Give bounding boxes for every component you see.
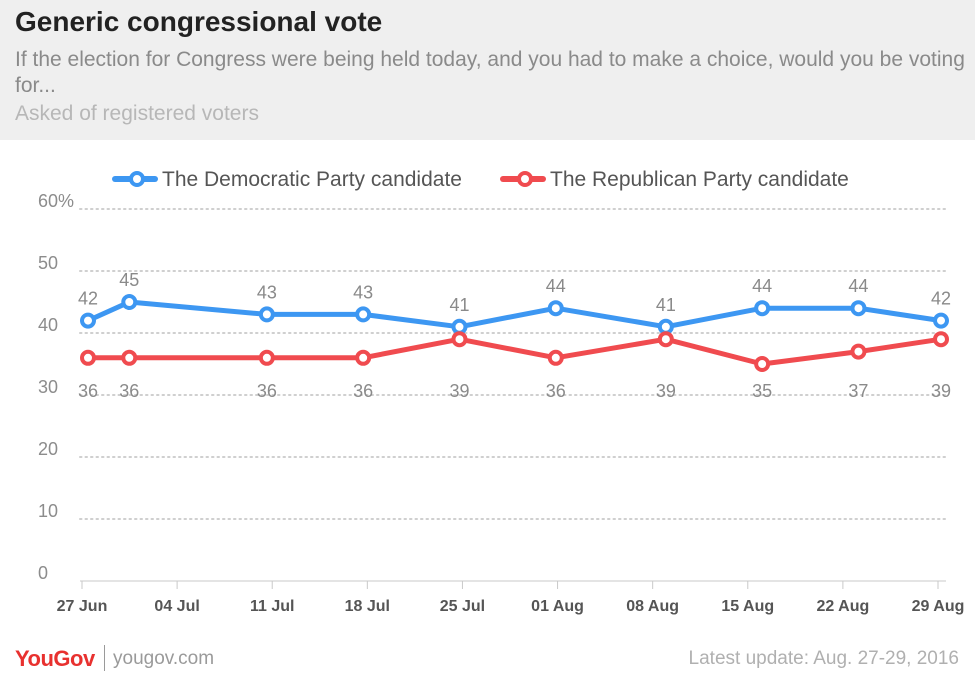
data-label: 42 — [931, 289, 951, 309]
data-label: 39 — [449, 381, 469, 401]
latest-update: Latest update: Aug. 27-29, 2016 — [688, 648, 959, 669]
data-label: 39 — [656, 381, 676, 401]
data-point — [754, 356, 771, 372]
data-label: 45 — [119, 270, 139, 290]
y-tick-label: 0 — [38, 563, 48, 583]
x-tick-label: 04 Jul — [154, 598, 199, 615]
series-line — [85, 299, 944, 330]
data-point — [258, 349, 275, 366]
data-label: 42 — [78, 289, 98, 309]
y-tick-label: 10 — [38, 501, 58, 521]
data-point — [80, 312, 96, 329]
data-point — [355, 306, 372, 323]
legend-label: The Democratic Party candidate — [162, 168, 462, 191]
data-point — [754, 300, 771, 317]
footer-divider — [104, 645, 105, 671]
data-point — [657, 331, 674, 348]
data-label: 43 — [353, 282, 373, 302]
data-point — [850, 300, 867, 317]
y-tick-label: 50 — [38, 253, 58, 273]
data-point — [657, 318, 674, 335]
data-label: 36 — [257, 381, 277, 401]
x-tick-label: 29 Aug — [912, 598, 965, 615]
data-label: 36 — [78, 381, 98, 401]
yougov-logo: YouGov — [15, 646, 95, 671]
x-tick-label: 15 Aug — [721, 598, 774, 615]
x-tick-label: 27 Jun — [57, 598, 108, 615]
data-point — [121, 294, 138, 310]
data-point — [850, 343, 867, 360]
y-tick-label: 60% — [38, 191, 74, 211]
data-label: 44 — [546, 276, 566, 296]
data-label: 35 — [752, 381, 772, 401]
data-point — [80, 349, 96, 366]
data-point — [933, 331, 949, 348]
data-label: 39 — [931, 381, 951, 401]
data-point — [451, 318, 468, 335]
data-label: 43 — [257, 282, 277, 302]
legend-marker-icon — [517, 171, 533, 187]
y-tick-label: 20 — [38, 439, 58, 459]
line-chart: 0 10 20 30 40 50 60% 27 Jun 04 Jul 11 Jul 18 Jul 25… — [38, 168, 965, 615]
data-label: 44 — [848, 276, 868, 296]
data-point — [355, 349, 372, 366]
data-point — [121, 349, 138, 366]
legend-label: The Republican Party candidate — [550, 168, 849, 191]
data-label: 41 — [656, 295, 676, 315]
x-tick-label: 01 Aug — [531, 598, 584, 615]
series-line — [85, 336, 944, 367]
x-tick-label: 08 Aug — [626, 598, 679, 615]
x-tick-label: 11 Jul — [250, 598, 294, 615]
data-point — [933, 312, 949, 329]
data-label: 44 — [752, 276, 772, 296]
x-tick-label: 18 Jul — [345, 598, 390, 615]
chart-note: Asked of registered voters — [15, 102, 259, 125]
data-point — [258, 306, 275, 323]
data-label: 36 — [546, 381, 566, 401]
data-point — [451, 331, 468, 348]
chart-title: Generic congressional vote — [15, 6, 383, 37]
chart-header: Generic congressional vote If the electi… — [0, 0, 975, 140]
chart-subtitle: If the election for Congress were being … — [15, 48, 965, 97]
data-point — [547, 349, 564, 366]
legend-marker-icon — [129, 171, 145, 187]
data-label: 36 — [353, 381, 373, 401]
data-label: 41 — [449, 295, 469, 315]
y-tick-label: 30 — [38, 377, 58, 397]
x-tick-label: 25 Jul — [440, 598, 485, 615]
x-tick-label: 22 Aug — [817, 598, 870, 615]
y-tick-label: 40 — [38, 315, 58, 335]
data-label: 37 — [848, 381, 868, 401]
data-point — [547, 300, 564, 317]
data-label: 36 — [119, 381, 139, 401]
footer-site-link[interactable]: yougov.com — [113, 648, 215, 669]
